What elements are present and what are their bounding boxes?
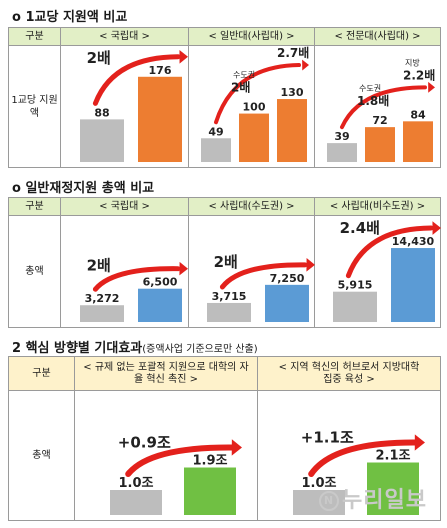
growth-arrow — [308, 439, 418, 477]
bar — [80, 119, 124, 162]
data-label: 88 — [94, 106, 109, 119]
section3-col-1: < 지역 혁신의 허브로서 지방대학 집중 육성 > — [257, 356, 441, 391]
growth-arrow — [219, 262, 308, 290]
chart-private-noncapital-total: 5,915 14,430 2.4배 — [333, 219, 441, 322]
bar — [365, 127, 395, 162]
data-label: 49 — [208, 125, 223, 138]
data-label: 2.1조 — [376, 449, 411, 464]
watermark-logo-icon: N — [319, 491, 340, 511]
bar — [277, 99, 307, 162]
data-label: 39 — [334, 130, 349, 143]
section3-title: 2 핵심 방향별 기대효과(증액사업 기준으로만 산출) — [12, 337, 258, 356]
data-label: 3,715 — [212, 290, 247, 303]
growth-arrow — [92, 54, 181, 106]
bar — [110, 490, 162, 515]
section1-col-2: < 전문대(사립대) > — [314, 27, 441, 46]
section3-header-label: 구분 — [8, 356, 75, 391]
data-label: 7,250 — [270, 272, 305, 285]
section3-table: 구분 < 규제 없는 포괄적 지원으로 대학의 자율 혁신 촉진 > < 지역 … — [8, 356, 441, 521]
data-label: 3,272 — [85, 292, 120, 305]
arrow-head — [414, 434, 425, 451]
section2-table: 구분 < 국립대 > < 사립대(수도권) > < 사립대(비수도권) > 총액… — [8, 197, 441, 328]
arrow-head — [179, 261, 188, 276]
section2-title: o 일반재정지원 총액 비교 — [12, 181, 155, 196]
ratio-annotation: +0.9조 — [118, 434, 171, 452]
data-label: 100 — [243, 101, 266, 114]
growth-arrow — [125, 444, 235, 477]
ratio-annotation: +1.1조 — [301, 429, 354, 447]
arrow-head — [302, 59, 309, 71]
chart-general-per-school: 49100130수도권2배지방2.7배 — [201, 46, 309, 162]
section3-col-0: < 규제 없는 포괄적 지원으로 대학의 자율 혁신 촉진 > — [74, 356, 258, 391]
section2-col-0: < 국립대 > — [60, 197, 189, 216]
growth-arrow — [92, 266, 181, 292]
watermark-text: 누리일보 — [342, 488, 427, 513]
section3-title-note: (증액사업 기준으로만 산출) — [142, 344, 258, 355]
ratio-annotation: 2.7배 — [277, 46, 309, 60]
ratio-annotation: 2배 — [214, 253, 238, 271]
bar — [403, 121, 433, 162]
section1-header-label: 구분 — [8, 27, 61, 46]
bar — [184, 467, 236, 515]
data-label: 6,500 — [143, 276, 178, 289]
data-label: 1.9조 — [193, 454, 228, 469]
ratio-annotation: 2배 — [87, 49, 111, 67]
section2-col-2: < 사립대(비수도권) > — [314, 197, 441, 216]
bar — [201, 138, 231, 162]
arrow-head — [179, 50, 188, 64]
data-label: 176 — [149, 64, 172, 77]
chart-autonomy-effect: 1.0조 1.9조 +0.9조 — [110, 434, 242, 515]
section3-title-text: 2 핵심 방향별 기대효과 — [12, 341, 143, 356]
ratio-annotation: 2배 — [87, 257, 111, 275]
section2-header-label: 구분 — [8, 197, 61, 216]
section2-col-1: < 사립대(수도권) > — [188, 197, 315, 216]
annotation-small: 수도권 — [233, 70, 255, 80]
data-label: 1.0조 — [119, 476, 154, 491]
data-label: 5,915 — [338, 279, 373, 292]
bar — [80, 305, 124, 322]
chart-private-capital-total: 3,715 7,250 2배 — [207, 253, 315, 322]
arrow-head — [432, 221, 441, 235]
growth-arrow — [345, 225, 434, 279]
section1-col-0: < 국립대 > — [60, 27, 189, 46]
annotation-small: 수도권 — [359, 83, 381, 93]
ratio-annotation: 2.4배 — [340, 219, 380, 237]
chart-national-per-school: 88 176 2배 — [80, 49, 188, 162]
bar — [239, 113, 269, 162]
bar — [327, 143, 357, 162]
section1-title: o 1교당 지원액 비교 — [12, 10, 128, 25]
data-label: 1.0조 — [302, 476, 337, 491]
section1-col-1: < 일반대(사립대) > — [188, 27, 315, 46]
data-label: 84 — [410, 108, 426, 121]
section3-row-label: 총액 — [8, 390, 75, 521]
ratio-annotation: 2배 — [231, 80, 250, 95]
data-label: 72 — [372, 114, 387, 127]
growth-arrow — [340, 85, 427, 130]
data-label: 14,430 — [392, 235, 435, 248]
watermark: N 누리일보 — [319, 482, 427, 514]
data-label: 130 — [281, 86, 304, 99]
bar — [138, 76, 182, 162]
bar — [265, 284, 309, 322]
arrow-head — [428, 81, 435, 93]
bar — [207, 302, 251, 322]
bar — [367, 462, 419, 515]
section2-row-label: 총액 — [8, 215, 61, 328]
bar — [391, 248, 435, 322]
arrow-head — [306, 257, 315, 272]
section1-table: 구분 < 국립대 > < 일반대(사립대) > < 전문대(사립대) > 1교당… — [8, 27, 441, 168]
arrow-head — [231, 439, 242, 456]
growth-arrow — [214, 63, 301, 125]
ratio-annotation: 2.2배 — [403, 67, 435, 82]
chart-national-total: 3,272 6,500 2배 — [80, 257, 188, 322]
annotation-small: 지방 — [405, 57, 420, 67]
bar — [333, 291, 377, 322]
ratio-annotation: 1.8배 — [357, 93, 389, 108]
section1-row-label: 1교당 지원액 — [8, 45, 61, 168]
bar — [138, 288, 182, 322]
